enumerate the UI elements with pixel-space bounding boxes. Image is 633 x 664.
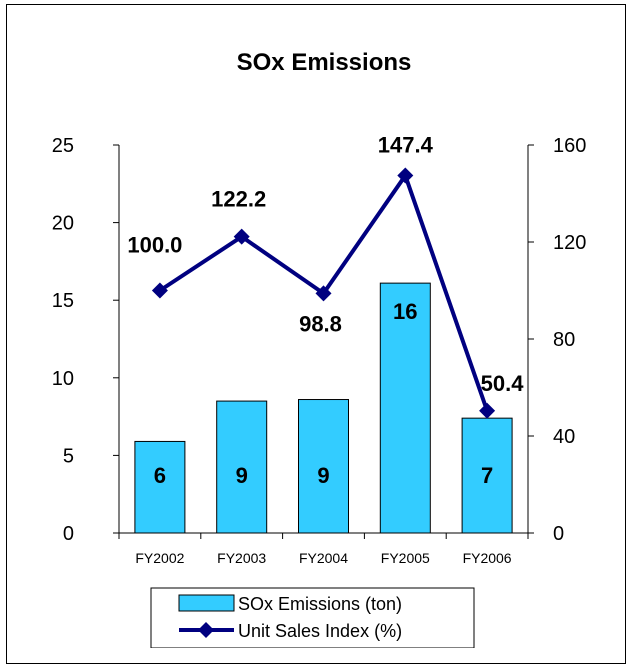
point-marker [233,228,250,245]
left-tick-label: 10 [52,368,74,390]
left-tick-label: 5 [63,445,74,467]
bar-data-label: 7 [481,463,493,488]
bar-data-label: 6 [154,463,166,488]
line-data-label: 100.0 [127,233,182,258]
right-tick-label: 40 [553,426,575,448]
line-series [151,167,496,419]
right-tick-label: 0 [553,523,564,545]
right-tick-label: 160 [553,135,586,157]
legend: SOx Emissions (ton) Unit Sales Index (%) [150,587,475,648]
right-tick-label: 120 [553,232,586,254]
legend-bar-label: SOx Emissions (ton) [238,594,402,614]
x-tick-label: FY2003 [217,550,266,566]
bar [216,400,268,534]
legend-line-label: Unit Sales Index (%) [238,621,402,641]
bar-series [134,282,513,534]
chart-frame [6,4,626,664]
bar [298,399,349,534]
data-labels: 6 9 9 16 7 100.0 122.2 98.8 147.4 50.4 [127,133,524,488]
line-data-label: 50.4 [481,371,525,396]
bar [134,440,186,534]
x-tick-label: FY2005 [381,550,430,566]
x-tick-label: FY2002 [135,550,184,566]
line-data-label: 98.8 [299,311,342,336]
axes: 0 5 10 15 20 25 0 40 80 120 160 FY2002 FY2003 FY2004 F… [52,135,587,566]
bar-data-label: 16 [393,299,417,324]
point-marker [479,402,496,419]
x-tick-label: FY2006 [463,550,512,566]
left-tick-label: 20 [52,213,74,235]
left-tick-label: 15 [52,290,74,312]
point-marker [151,282,168,299]
sox-emissions-chart: SOx Emissions 0 5 10 15 20 25 0 40 80 120 160 FY200… [52,49,587,648]
left-tick-label: 0 [63,523,74,545]
left-tick-label: 25 [52,135,74,157]
legend-bar-swatch [178,594,235,612]
line-data-label: 122.2 [211,187,266,212]
x-tick-label: FY2004 [299,550,348,566]
bar [379,282,431,534]
line-data-label: 147.4 [378,133,434,158]
right-tick-label: 80 [553,329,575,351]
point-marker [315,285,332,302]
chart-title: SOx Emissions [237,49,412,76]
bar-data-label: 9 [236,463,248,488]
point-marker [397,167,414,184]
legend-diamond-marker [198,622,214,638]
bar-data-label: 9 [317,463,329,488]
